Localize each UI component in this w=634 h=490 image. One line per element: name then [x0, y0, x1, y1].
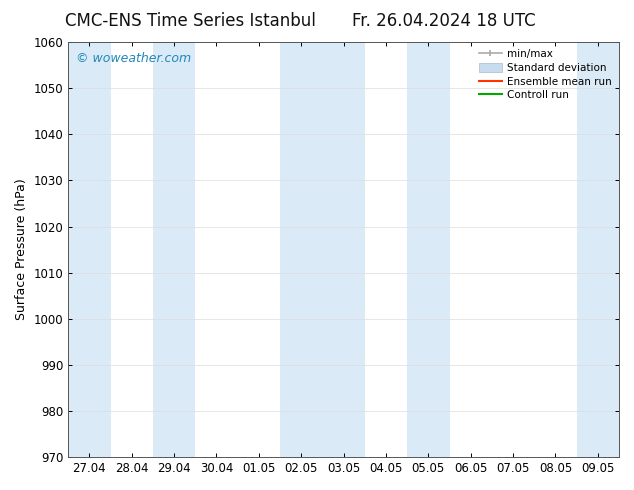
Bar: [407, 42, 450, 457]
Text: Fr. 26.04.2024 18 UTC: Fr. 26.04.2024 18 UTC: [352, 12, 536, 30]
Text: © woweather.com: © woweather.com: [77, 52, 191, 66]
Bar: [577, 42, 619, 457]
Bar: [280, 42, 365, 457]
Text: CMC-ENS Time Series Istanbul: CMC-ENS Time Series Istanbul: [65, 12, 316, 30]
Y-axis label: Surface Pressure (hPa): Surface Pressure (hPa): [15, 179, 28, 320]
Bar: [153, 42, 195, 457]
Legend: min/max, Standard deviation, Ensemble mean run, Controll run: min/max, Standard deviation, Ensemble me…: [477, 47, 614, 102]
Bar: [68, 42, 110, 457]
